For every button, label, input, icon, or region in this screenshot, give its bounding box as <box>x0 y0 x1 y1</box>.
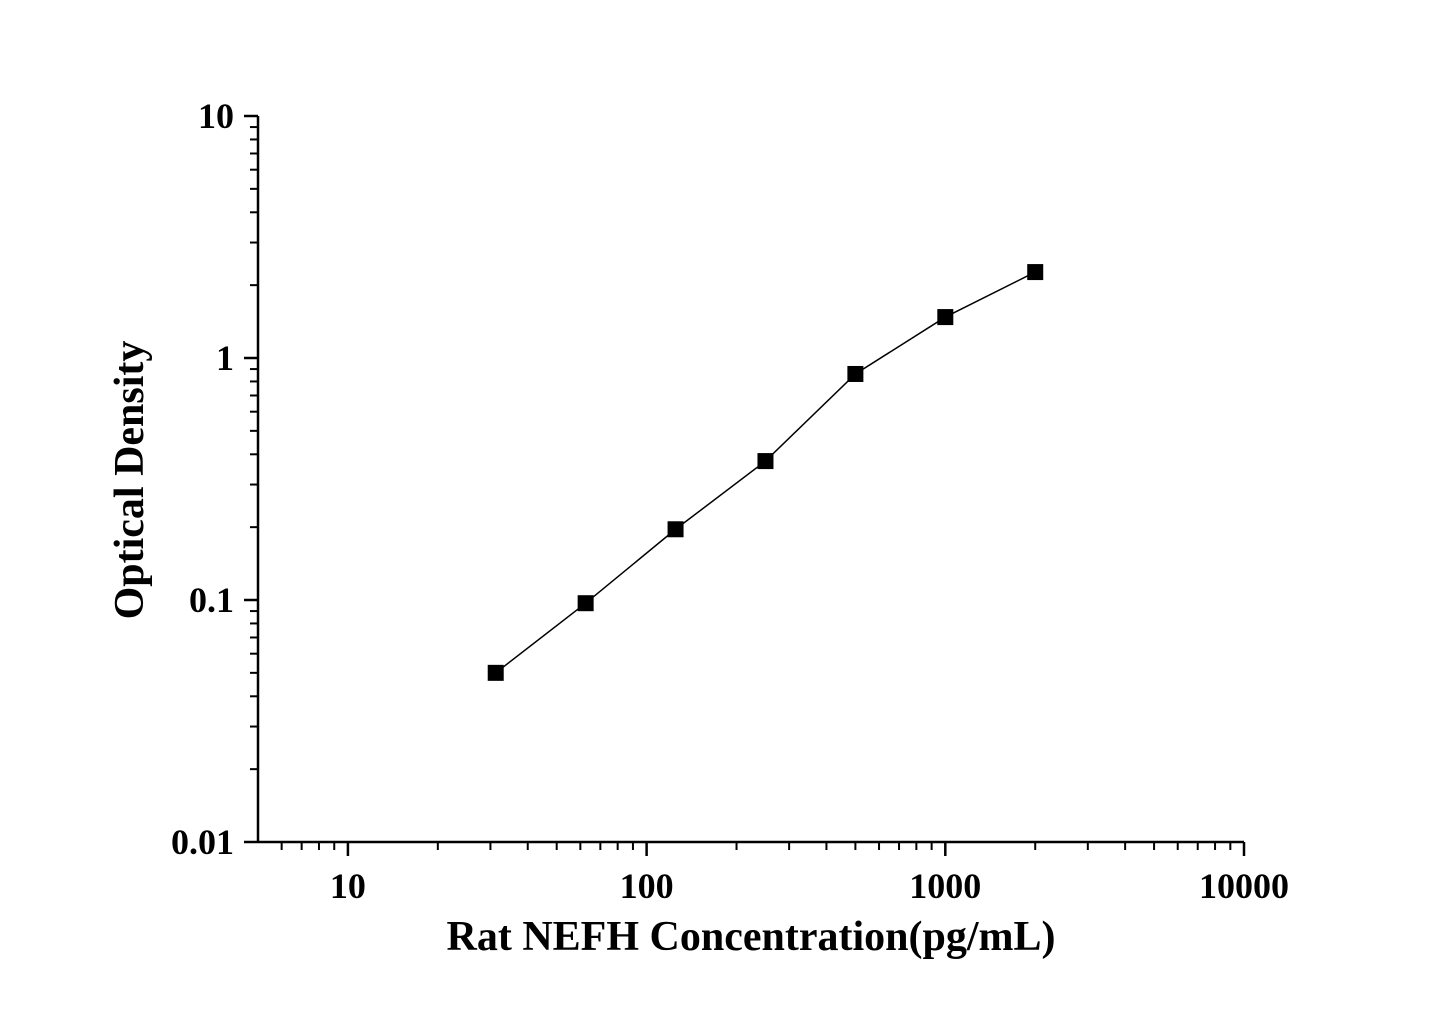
y-tick-label: 1 <box>216 338 234 378</box>
marker <box>1027 264 1044 281</box>
x-tick-label: 100 <box>620 866 674 906</box>
x-axis-title: Rat NEFH Concentration(pg/mL) <box>447 914 1056 960</box>
x-tick-label: 1000 <box>909 866 981 906</box>
y-tick-label: 10 <box>198 96 234 136</box>
marker <box>757 453 774 470</box>
x-tick-label: 10 <box>330 866 366 906</box>
marker <box>937 309 954 326</box>
y-axis-title: Optical Density <box>107 341 153 620</box>
x-tick-label: 10000 <box>1199 866 1289 906</box>
y-tick-label: 0.01 <box>171 822 234 862</box>
y-tick-label: 0.1 <box>189 580 234 620</box>
marker <box>667 521 684 538</box>
marker <box>577 595 594 612</box>
marker <box>847 365 864 382</box>
marker <box>487 664 504 681</box>
